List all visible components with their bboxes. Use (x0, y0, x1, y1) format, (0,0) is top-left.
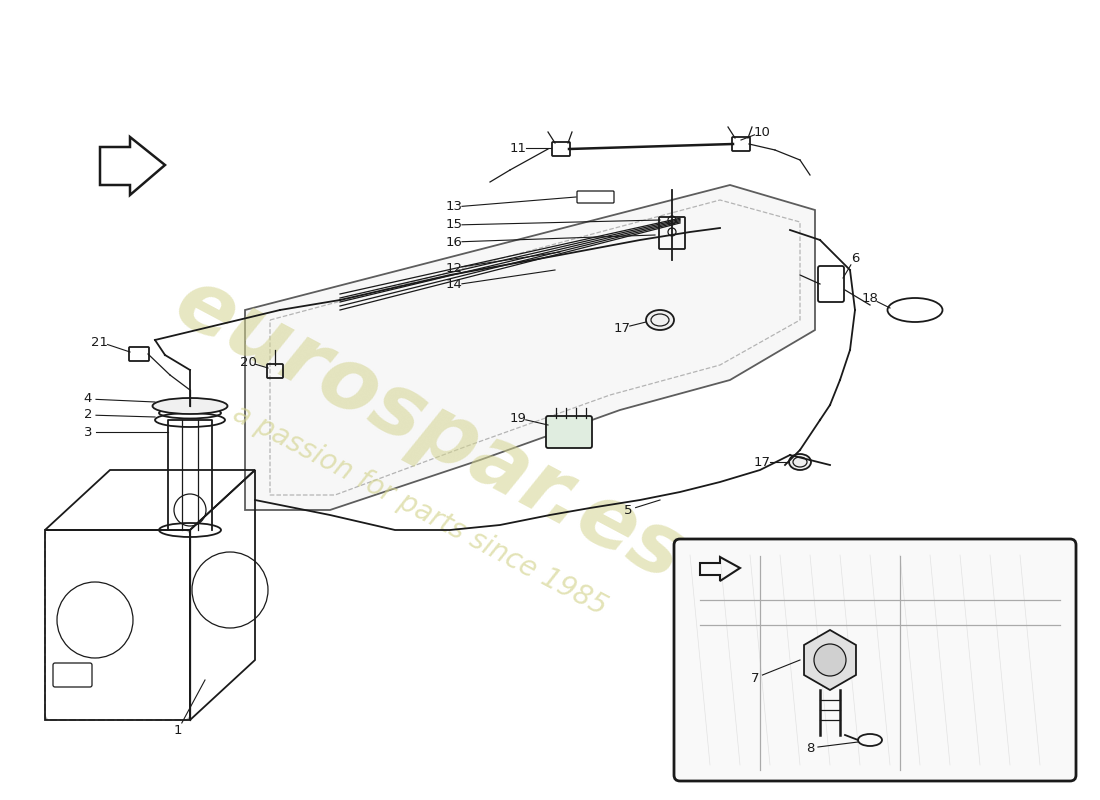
Text: 12: 12 (446, 262, 462, 274)
Circle shape (814, 644, 846, 676)
Ellipse shape (153, 398, 228, 414)
Text: 15: 15 (446, 218, 462, 231)
Text: 13: 13 (446, 201, 462, 214)
Ellipse shape (646, 310, 674, 330)
Text: 7: 7 (750, 671, 759, 685)
Text: 2: 2 (84, 409, 92, 422)
Text: 19: 19 (509, 411, 527, 425)
Text: 4: 4 (84, 393, 92, 406)
Text: 5: 5 (624, 503, 632, 517)
Polygon shape (804, 630, 856, 690)
Text: 10: 10 (754, 126, 770, 138)
Text: 8: 8 (806, 742, 814, 754)
Text: 17: 17 (754, 455, 770, 469)
Text: 3: 3 (84, 426, 92, 438)
Text: 11: 11 (509, 142, 527, 154)
Text: 20: 20 (240, 355, 256, 369)
Text: 18: 18 (861, 291, 879, 305)
Text: a passion for parts since 1985: a passion for parts since 1985 (228, 399, 612, 621)
Text: 16: 16 (446, 235, 462, 249)
Polygon shape (245, 185, 815, 510)
Text: 21: 21 (91, 335, 109, 349)
Text: 17: 17 (614, 322, 630, 334)
FancyBboxPatch shape (546, 416, 592, 448)
Text: eurospar.es: eurospar.es (161, 261, 698, 599)
Text: 6: 6 (850, 251, 859, 265)
Text: 1: 1 (174, 723, 183, 737)
Text: 14: 14 (446, 278, 462, 291)
Ellipse shape (789, 454, 811, 470)
FancyBboxPatch shape (674, 539, 1076, 781)
